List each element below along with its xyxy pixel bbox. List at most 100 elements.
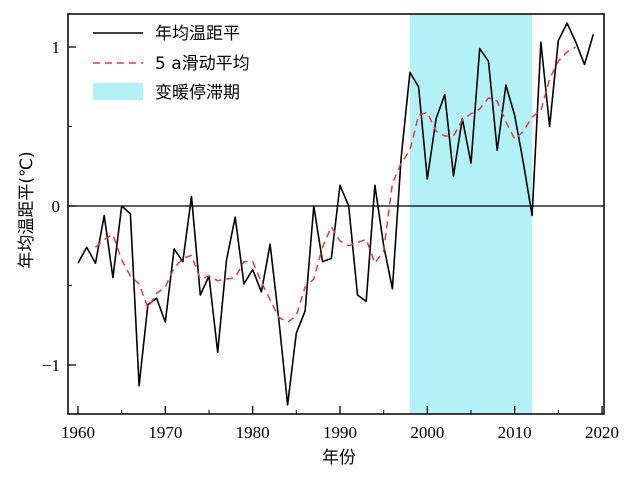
data-point: [575, 46, 576, 47]
data-point: [505, 121, 506, 122]
data-point: [479, 48, 480, 49]
data-point: [453, 175, 454, 176]
legend-swatch-hiatus: [93, 83, 143, 100]
data-point: [156, 298, 157, 299]
data-point: [165, 286, 166, 287]
data-point: [540, 110, 541, 111]
plot-area: [68, 14, 604, 414]
data-point: [593, 34, 594, 35]
data-point: [348, 245, 349, 246]
data-point: [235, 277, 236, 278]
data-point: [278, 320, 279, 321]
data-point: [331, 258, 332, 259]
data-point: [200, 294, 201, 295]
data-point: [191, 196, 192, 197]
data-point: [322, 247, 323, 248]
data-point: [95, 247, 96, 248]
data-point: [357, 294, 358, 295]
legend-label-annual-anomaly: 年均温距平: [155, 24, 240, 44]
data-point: [532, 215, 533, 216]
data-point: [112, 277, 113, 278]
data-point: [357, 242, 358, 243]
data-point: [182, 258, 183, 259]
legend-label-moving-average: 5 a滑动平均: [155, 54, 250, 74]
data-point: [147, 307, 148, 308]
data-point: [339, 240, 340, 241]
data-point: [104, 239, 105, 240]
data-point: [304, 286, 305, 287]
y-axis-title: 年均温距平(℃): [17, 151, 37, 268]
plot-frame: [67, 13, 605, 415]
data-point: [191, 255, 192, 256]
data-point: [173, 267, 174, 268]
data-point: [217, 352, 218, 353]
data-point: [252, 269, 253, 270]
data-point: [479, 108, 480, 109]
data-point: [566, 23, 567, 24]
data-point: [173, 248, 174, 249]
data-point: [523, 131, 524, 132]
data-point: [270, 299, 271, 300]
data-point: [217, 280, 218, 281]
data-point: [401, 162, 402, 163]
data-point: [86, 247, 87, 248]
data-point: [182, 261, 183, 262]
data-point: [304, 310, 305, 311]
data-point: [401, 158, 402, 159]
data-point: [313, 279, 314, 280]
data-point: [208, 275, 209, 276]
data-point: [418, 115, 419, 116]
data-point: [514, 115, 515, 116]
data-point: [575, 42, 576, 43]
data-point: [453, 135, 454, 136]
x-tick-label: 1980: [236, 423, 270, 442]
data-point: [558, 40, 559, 41]
data-point: [488, 97, 489, 98]
legend-label-hiatus: 变暖停滞期: [155, 83, 240, 103]
data-point: [130, 275, 131, 276]
data-point: [261, 291, 262, 292]
x-tick-label: 2000: [410, 423, 444, 442]
data-point: [366, 239, 367, 240]
data-point: [112, 234, 113, 235]
data-point: [488, 61, 489, 62]
data-point: [435, 131, 436, 132]
data-point: [366, 301, 367, 302]
data-point: [200, 279, 201, 280]
data-point: [514, 139, 515, 140]
x-tick-label: 1960: [61, 423, 95, 442]
data-point: [566, 51, 567, 52]
x-tick-label: 1970: [148, 423, 182, 442]
data-point: [374, 263, 375, 264]
data-point: [296, 333, 297, 334]
data-point: [444, 94, 445, 95]
x-tick-label: 2020: [585, 423, 619, 442]
data-point: [462, 120, 463, 121]
data-point: [444, 135, 445, 136]
series-line-annual-anomaly: [77, 22, 595, 406]
data-point: [418, 86, 419, 87]
y-tick-label: −1: [42, 356, 60, 375]
data-point: [497, 100, 498, 101]
data-point: [226, 259, 227, 260]
data-point: [243, 283, 244, 284]
data-point: [121, 205, 122, 206]
x-tick-label: 1990: [323, 423, 357, 442]
data-point: [287, 404, 288, 405]
data-point: [130, 213, 131, 214]
data-point: [287, 321, 288, 322]
data-point: [156, 293, 157, 294]
data-point: [121, 259, 122, 260]
data-point: [505, 85, 506, 86]
data-point: [104, 215, 105, 216]
data-point: [427, 178, 428, 179]
series-line-moving-average: [94, 46, 577, 323]
data-point: [331, 226, 332, 227]
data-point: [392, 183, 393, 184]
data-point: [261, 282, 262, 283]
data-point: [497, 150, 498, 151]
data-point: [139, 385, 140, 386]
data-point: [226, 279, 227, 280]
hiatus-shaded-region: [409, 14, 533, 414]
